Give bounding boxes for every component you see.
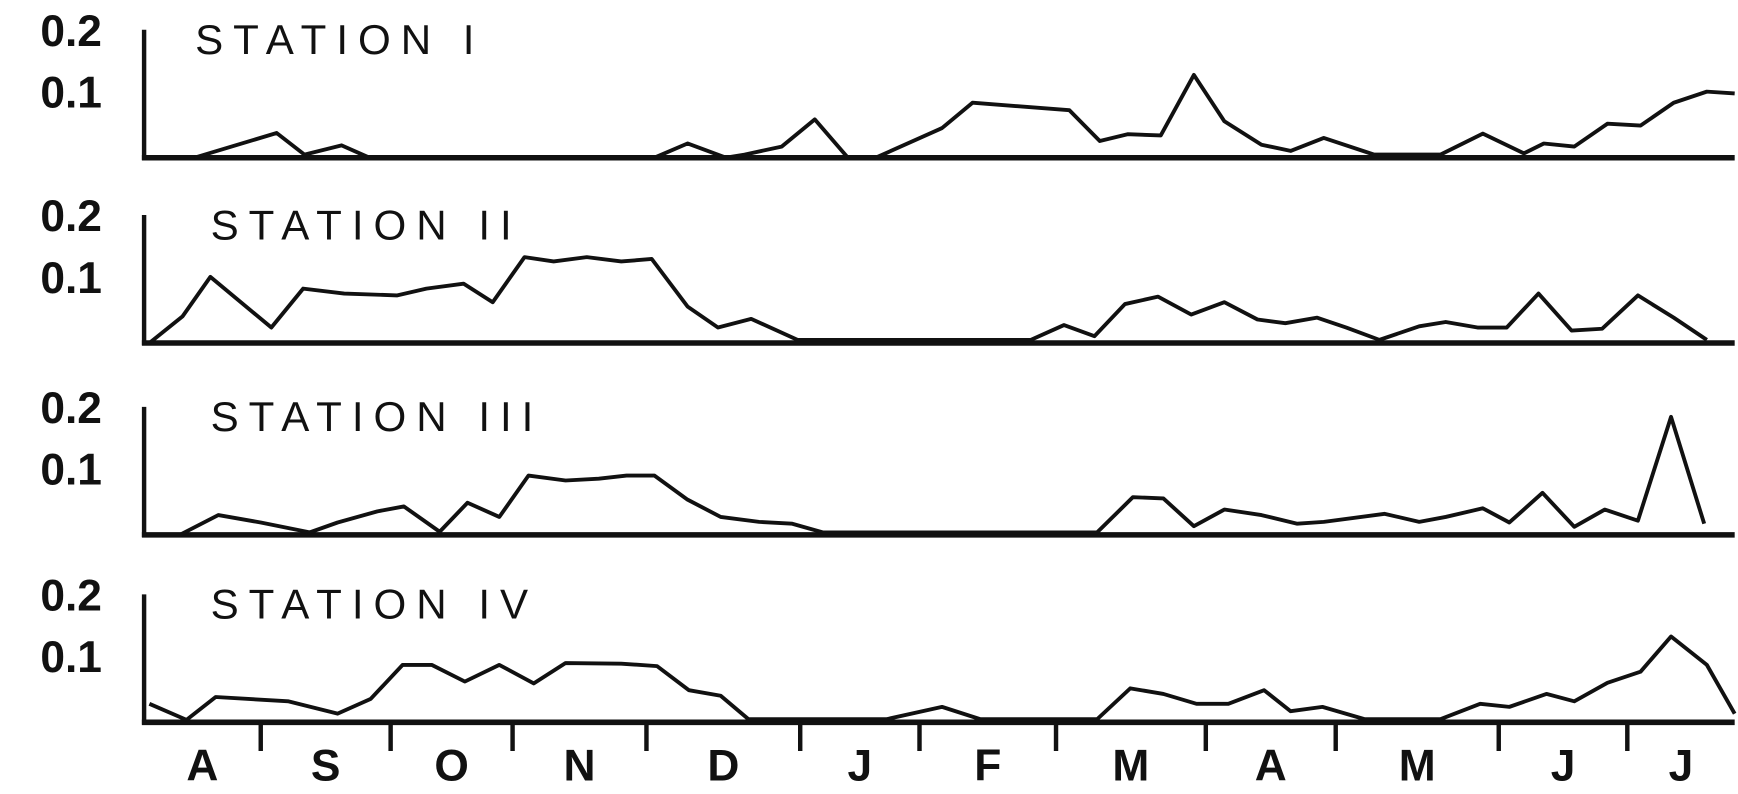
y-tick-label: 0.1 [40,446,102,495]
month-label: A [1255,741,1287,790]
month-label: A [186,741,218,790]
data-line [148,255,1708,345]
y-tick-label: 0.2 [40,192,102,241]
month-label: J [1551,741,1576,790]
y-tick-label: 0.1 [40,69,102,118]
month-label: J [848,741,873,790]
month-label: D [707,741,739,790]
panel-title: STATION IV [211,581,538,628]
y-tick-label: 0.1 [40,254,102,303]
month-label: F [974,741,1001,790]
y-tick-label: 0.2 [40,384,102,433]
y-tick-label: 0.1 [40,633,102,682]
y-tick-label: 0.2 [40,572,102,621]
month-label: S [311,741,341,790]
month-label: O [434,741,468,790]
month-label: N [564,741,596,790]
month-label: M [1112,741,1149,790]
panel-title: STATION III [211,393,544,440]
panel-title: STATION I [195,16,484,63]
data-line [193,73,1735,160]
month-label: J [1669,741,1694,790]
data-line [148,634,1737,722]
y-tick-label: 0.2 [40,7,102,56]
panel-title: STATION II [211,201,522,248]
month-label: M [1399,741,1436,790]
data-line [178,414,1707,537]
